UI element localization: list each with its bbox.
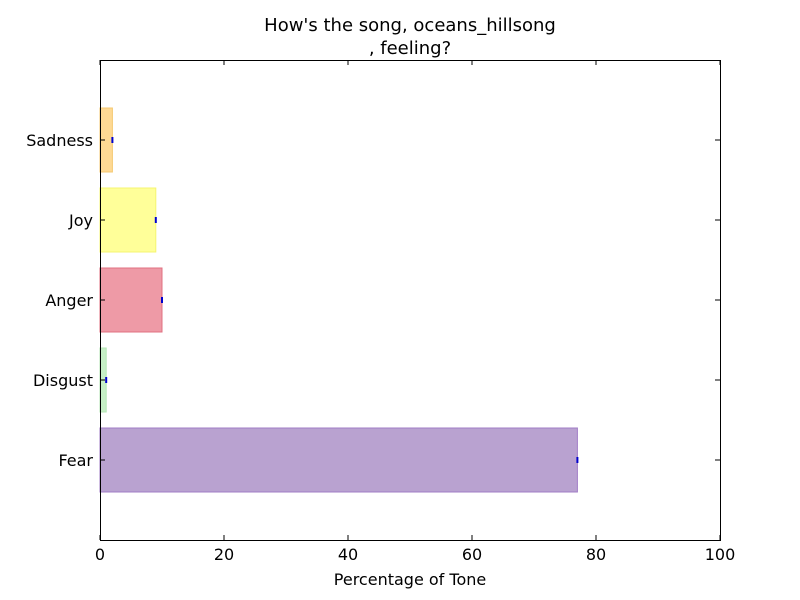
x-tick-label-60: 60 [462,545,482,564]
bar-joy [99,187,157,253]
chart-title-line-2: , feeling? [369,38,451,59]
ticks-group: Fear Disgust Anger Joy Sadness 0 20 40 60 80 100 [26,60,735,564]
x-tick-label-100: 100 [705,545,736,564]
y-tick-label-fear: Fear [58,451,93,470]
plot-frame [100,60,721,541]
x-tick-label-20: 20 [214,545,234,564]
y-tick-label-sadness: Sadness [26,131,93,150]
x-tick-label-80: 80 [586,545,606,564]
y-tick-label-disgust: Disgust [33,371,93,390]
x-tick-label-0: 0 [95,545,105,564]
bar-fear [99,427,578,493]
y-tick-label-joy: Joy [68,211,93,230]
x-tick-label-40: 40 [338,545,358,564]
x-axis-label: Percentage of Tone [334,570,486,589]
bars-group [99,107,579,493]
chart-title-line-1: How's the song, oceans_hillsong [264,15,556,36]
y-tick-label-anger: Anger [45,291,93,310]
bar-anger [99,267,163,333]
